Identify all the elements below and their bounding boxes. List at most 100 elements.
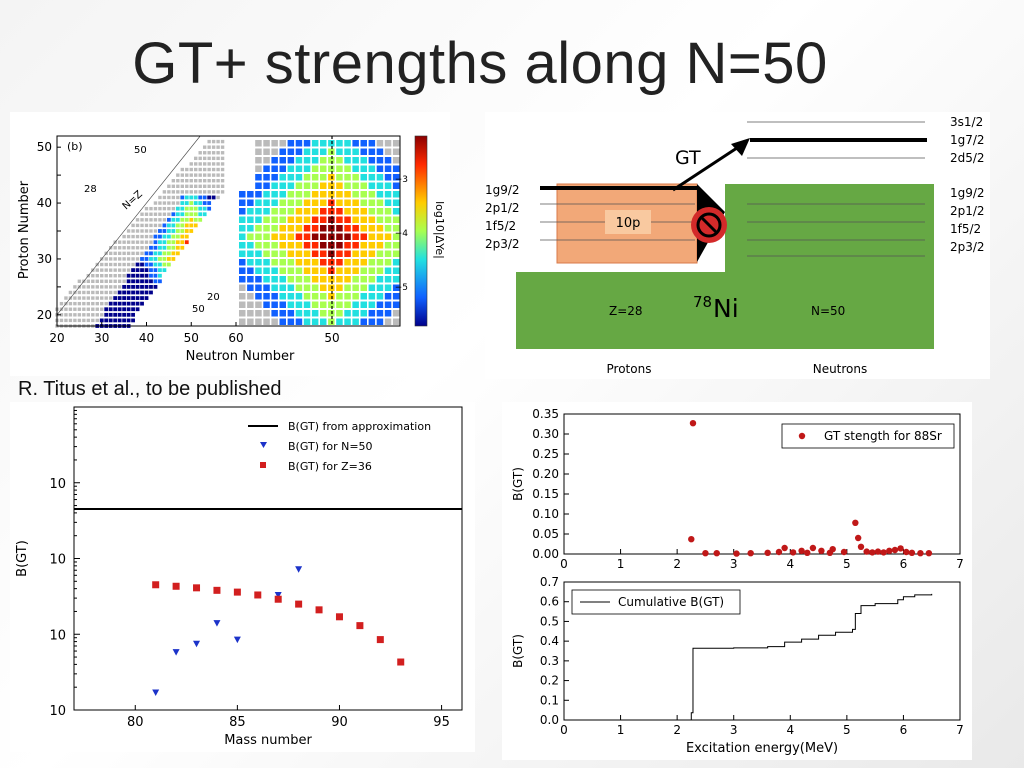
nuclide-cell: [189, 206, 194, 211]
nuclide-cell: [171, 234, 176, 239]
nuclide-cell: [144, 246, 149, 250]
nuclide-cell: [311, 182, 319, 189]
nuclide-cell: [239, 267, 246, 274]
nuclide-cell: [126, 240, 131, 244]
blocked-icon-ring: [696, 212, 722, 238]
nuclide-cell: [255, 310, 262, 317]
nuclide-cell: [384, 225, 392, 232]
nuclide-cell: [328, 318, 335, 325]
nuclide-cell: [392, 165, 400, 172]
nuclide-cell: [311, 233, 319, 240]
nuclide-cell: [171, 206, 176, 211]
nuclide-cell: [198, 156, 202, 161]
nuclide-cell: [352, 174, 359, 181]
nuclide-cell: [376, 208, 384, 215]
nuclide-cell: [295, 199, 303, 206]
nuclide-cell: [320, 318, 327, 325]
nuclide-cell: [180, 173, 184, 177]
nuclide-cell: [279, 242, 286, 249]
nuclide-cell: [328, 310, 335, 317]
nuclide-cell: [247, 233, 254, 240]
nuclide-cell: [216, 145, 220, 149]
nuclide-cell: [104, 318, 109, 323]
nuclide-cell: [131, 318, 135, 323]
nuclide-cell: [303, 148, 311, 155]
nuclide-cell: [166, 223, 171, 228]
neutron-level-label: 2p1/2: [950, 204, 985, 218]
nuclide-cell: [126, 229, 131, 233]
nuclide-cell: [117, 307, 122, 312]
nuclide-cell: [271, 216, 278, 223]
nuclide-cell: [376, 199, 384, 206]
nuclide-cell: [171, 251, 176, 256]
nuclide-cell: [184, 195, 189, 200]
nuclide-cell: [255, 225, 262, 232]
nuclide-cell: [344, 284, 351, 291]
nuclide-cell: [287, 140, 295, 147]
nuclide-cell: [320, 199, 327, 206]
x-tick-label: 4: [786, 557, 794, 571]
nuclide-cell: [131, 279, 135, 284]
nuclide-cell: [202, 167, 207, 172]
y-axis-label: B(GT): [15, 540, 30, 577]
nuclide-cell: [140, 262, 144, 267]
nuclide-cell: [247, 267, 254, 274]
nuclide-cell: [135, 234, 140, 239]
nuclide-cell: [113, 262, 117, 267]
strength-point: [764, 549, 771, 556]
proton-level-label: 1g9/2: [485, 183, 520, 197]
nuclide-cell: [311, 174, 319, 181]
nuclide-cell: [122, 274, 126, 278]
nuclide-cell: [295, 225, 303, 232]
nuclide-cell: [180, 212, 185, 217]
nuclide-cell: [344, 293, 351, 300]
nuclide-cell: [86, 290, 91, 295]
nuclide-cell: [263, 182, 270, 189]
nuclide-cell: [171, 195, 176, 200]
nuclide-cell: [263, 157, 270, 164]
nuclide-cell: [352, 225, 359, 232]
y-axis-label: Proton Number: [17, 180, 32, 279]
n50-point: [295, 566, 303, 573]
nuclide-cell: [295, 208, 303, 215]
nuclide-cell: [184, 240, 189, 245]
nuclide-cell: [311, 165, 319, 172]
nuclide-cell: [175, 223, 180, 228]
nuclide-cell: [207, 151, 211, 155]
nuclide-cell: [336, 310, 343, 317]
nuclide-cell: [279, 301, 286, 308]
nuclide-cell: [336, 148, 343, 155]
nuclide-cell: [344, 148, 351, 155]
nuclide-cell: [175, 251, 180, 256]
nuclide-cell: [247, 140, 254, 147]
nuclide-cell: [247, 242, 254, 249]
nuclide-cell: [211, 179, 216, 183]
nuclide-cell: [303, 199, 311, 206]
nuclide-cell: [185, 184, 189, 188]
nuclide-cell: [279, 157, 286, 164]
nuclide-cell: [344, 199, 351, 206]
nuclide-cell: [144, 240, 149, 244]
nuclide-cell: [328, 216, 335, 223]
nuclide-cell: [95, 296, 99, 300]
nuclide-cell: [202, 212, 207, 217]
level-scheme-panel: 10p GT 1g9/2 2p1/2 1f5/2 2p3/2 1g9/2 2p1…: [485, 112, 990, 379]
nuclide-cell: [144, 279, 149, 284]
nuclide-cell: [202, 179, 207, 183]
nuclide-cell: [352, 301, 359, 308]
nuclide-cell: [211, 162, 216, 166]
nuclide-cell: [149, 229, 153, 233]
nuclide-cell: [126, 246, 131, 250]
nuclide-cell: [239, 310, 246, 317]
nuclide-cell: [384, 140, 392, 147]
nuclide-cell: [158, 273, 162, 278]
nuclide-cell: [368, 250, 376, 257]
z36-point: [335, 613, 343, 621]
nuclide-cell: [279, 284, 286, 291]
nuclide-cell: [311, 250, 319, 257]
nuclide-cell: [207, 139, 211, 144]
nuclide-cell: [77, 279, 82, 283]
nuclide-cell: [279, 182, 286, 189]
nuclide-cell: [180, 184, 184, 188]
nuclide-cell: [91, 279, 95, 283]
